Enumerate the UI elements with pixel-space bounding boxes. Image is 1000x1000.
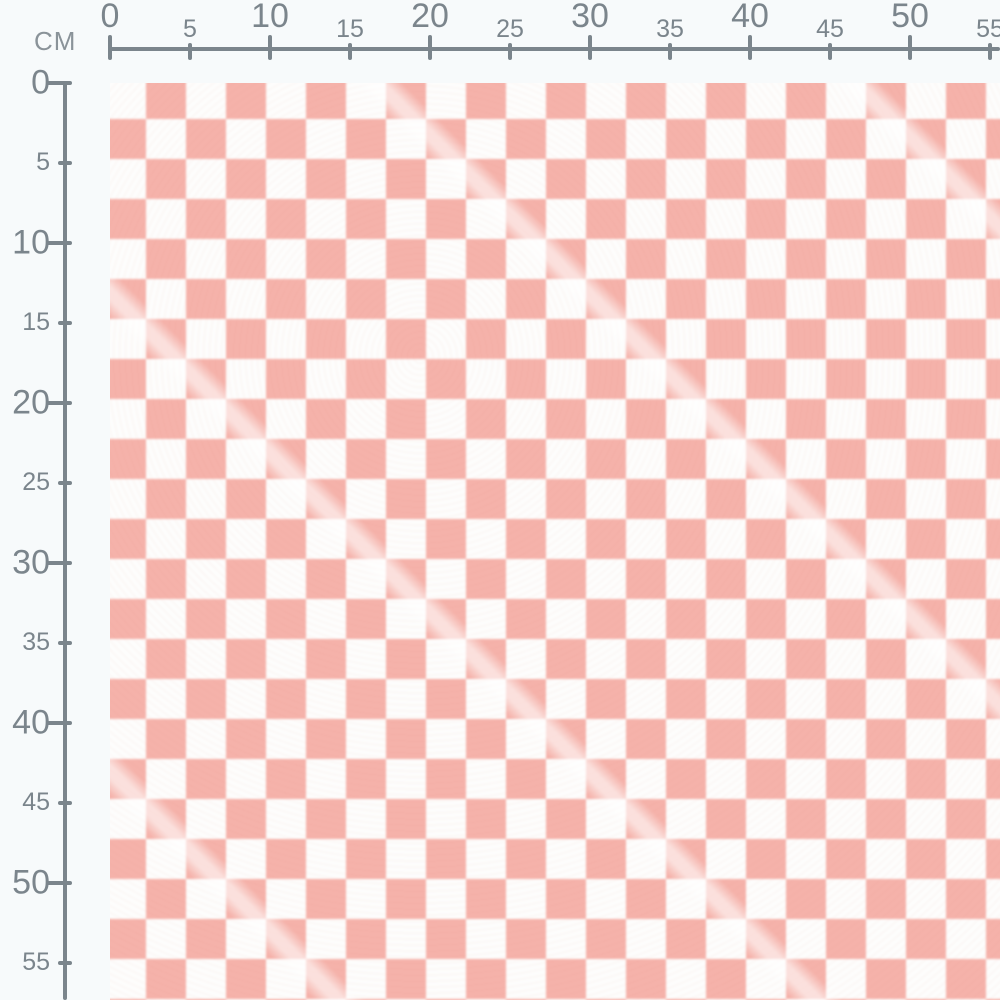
ruler-tick-v-25: [58, 481, 72, 485]
ruler-tick-h-15: [348, 43, 352, 60]
ruler-label-v-55: 55: [22, 948, 50, 976]
checkerboard-pattern: [110, 83, 1000, 1000]
horizontal-ruler-line: [108, 47, 1000, 51]
ruler-tick-h-0: [108, 35, 112, 60]
ruler-label-v-10: 10: [12, 223, 50, 262]
ruler-label-h-35: 35: [656, 15, 684, 43]
ruler-label-h-40: 40: [731, 0, 769, 35]
ruler-label-h-30: 30: [571, 0, 609, 35]
ruler-tick-v-20: [47, 401, 72, 405]
ruler-label-v-35: 35: [22, 628, 50, 656]
ruler-tick-h-35: [668, 43, 672, 60]
ruler-label-h-10: 10: [251, 0, 289, 35]
ruler-label-h-0: 0: [100, 0, 120, 35]
ruler-tick-h-5: [188, 43, 192, 60]
ruler-label-v-50: 50: [12, 863, 50, 902]
ruler-label-v-30: 30: [12, 543, 50, 582]
ruler-tick-h-40: [748, 35, 752, 60]
ruler-tick-v-0: [47, 81, 72, 85]
pattern-swatch: [110, 83, 1000, 1000]
ruler-label-v-20: 20: [12, 383, 50, 422]
ruler-tick-h-30: [588, 35, 592, 60]
ruler-tick-v-50: [47, 881, 72, 885]
ruler-tick-h-10: [268, 35, 272, 60]
ruler-label-h-45: 45: [816, 15, 844, 43]
ruler-tick-h-20: [428, 35, 432, 60]
vertical-ruler-line: [63, 81, 67, 1000]
ruler-label-h-55: 55: [976, 15, 1000, 43]
ruler-label-h-50: 50: [891, 0, 929, 35]
ruler-label-v-25: 25: [22, 468, 50, 496]
ruler-label-h-20: 20: [411, 0, 449, 35]
ruler-tick-h-50: [908, 35, 912, 60]
ruler-tick-h-25: [508, 43, 512, 60]
ruler-tick-v-45: [58, 801, 72, 805]
ruler-tick-v-35: [58, 641, 72, 645]
ruler-label-v-45: 45: [22, 788, 50, 816]
ruler-tick-v-30: [47, 561, 72, 565]
ruler-tick-h-45: [828, 43, 832, 60]
ruler-tick-h-55: [988, 43, 992, 60]
ruler-tick-v-10: [47, 241, 72, 245]
ruler-tick-v-40: [47, 721, 72, 725]
ruler-label-h-25: 25: [496, 15, 524, 43]
ruler-label-h-5: 5: [183, 15, 197, 43]
ruler-label-v-15: 15: [22, 308, 50, 336]
ruler-label-v-0: 0: [31, 63, 50, 102]
ruler-label-v-40: 40: [12, 703, 50, 742]
ruler-tick-v-15: [58, 321, 72, 325]
ruler-tick-v-5: [58, 161, 72, 165]
ruler-tick-v-55: [58, 961, 72, 965]
ruler-unit-label: CM: [34, 26, 77, 56]
ruler-label-h-15: 15: [336, 15, 364, 43]
ruler-label-v-5: 5: [36, 148, 50, 176]
